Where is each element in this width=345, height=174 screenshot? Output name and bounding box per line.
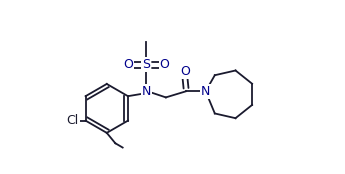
- Text: Cl: Cl: [67, 114, 79, 127]
- Text: N: N: [201, 85, 210, 98]
- Text: O: O: [123, 58, 133, 72]
- Text: O: O: [160, 58, 170, 72]
- Text: N: N: [141, 85, 151, 98]
- Text: S: S: [142, 58, 150, 72]
- Text: O: O: [180, 65, 190, 78]
